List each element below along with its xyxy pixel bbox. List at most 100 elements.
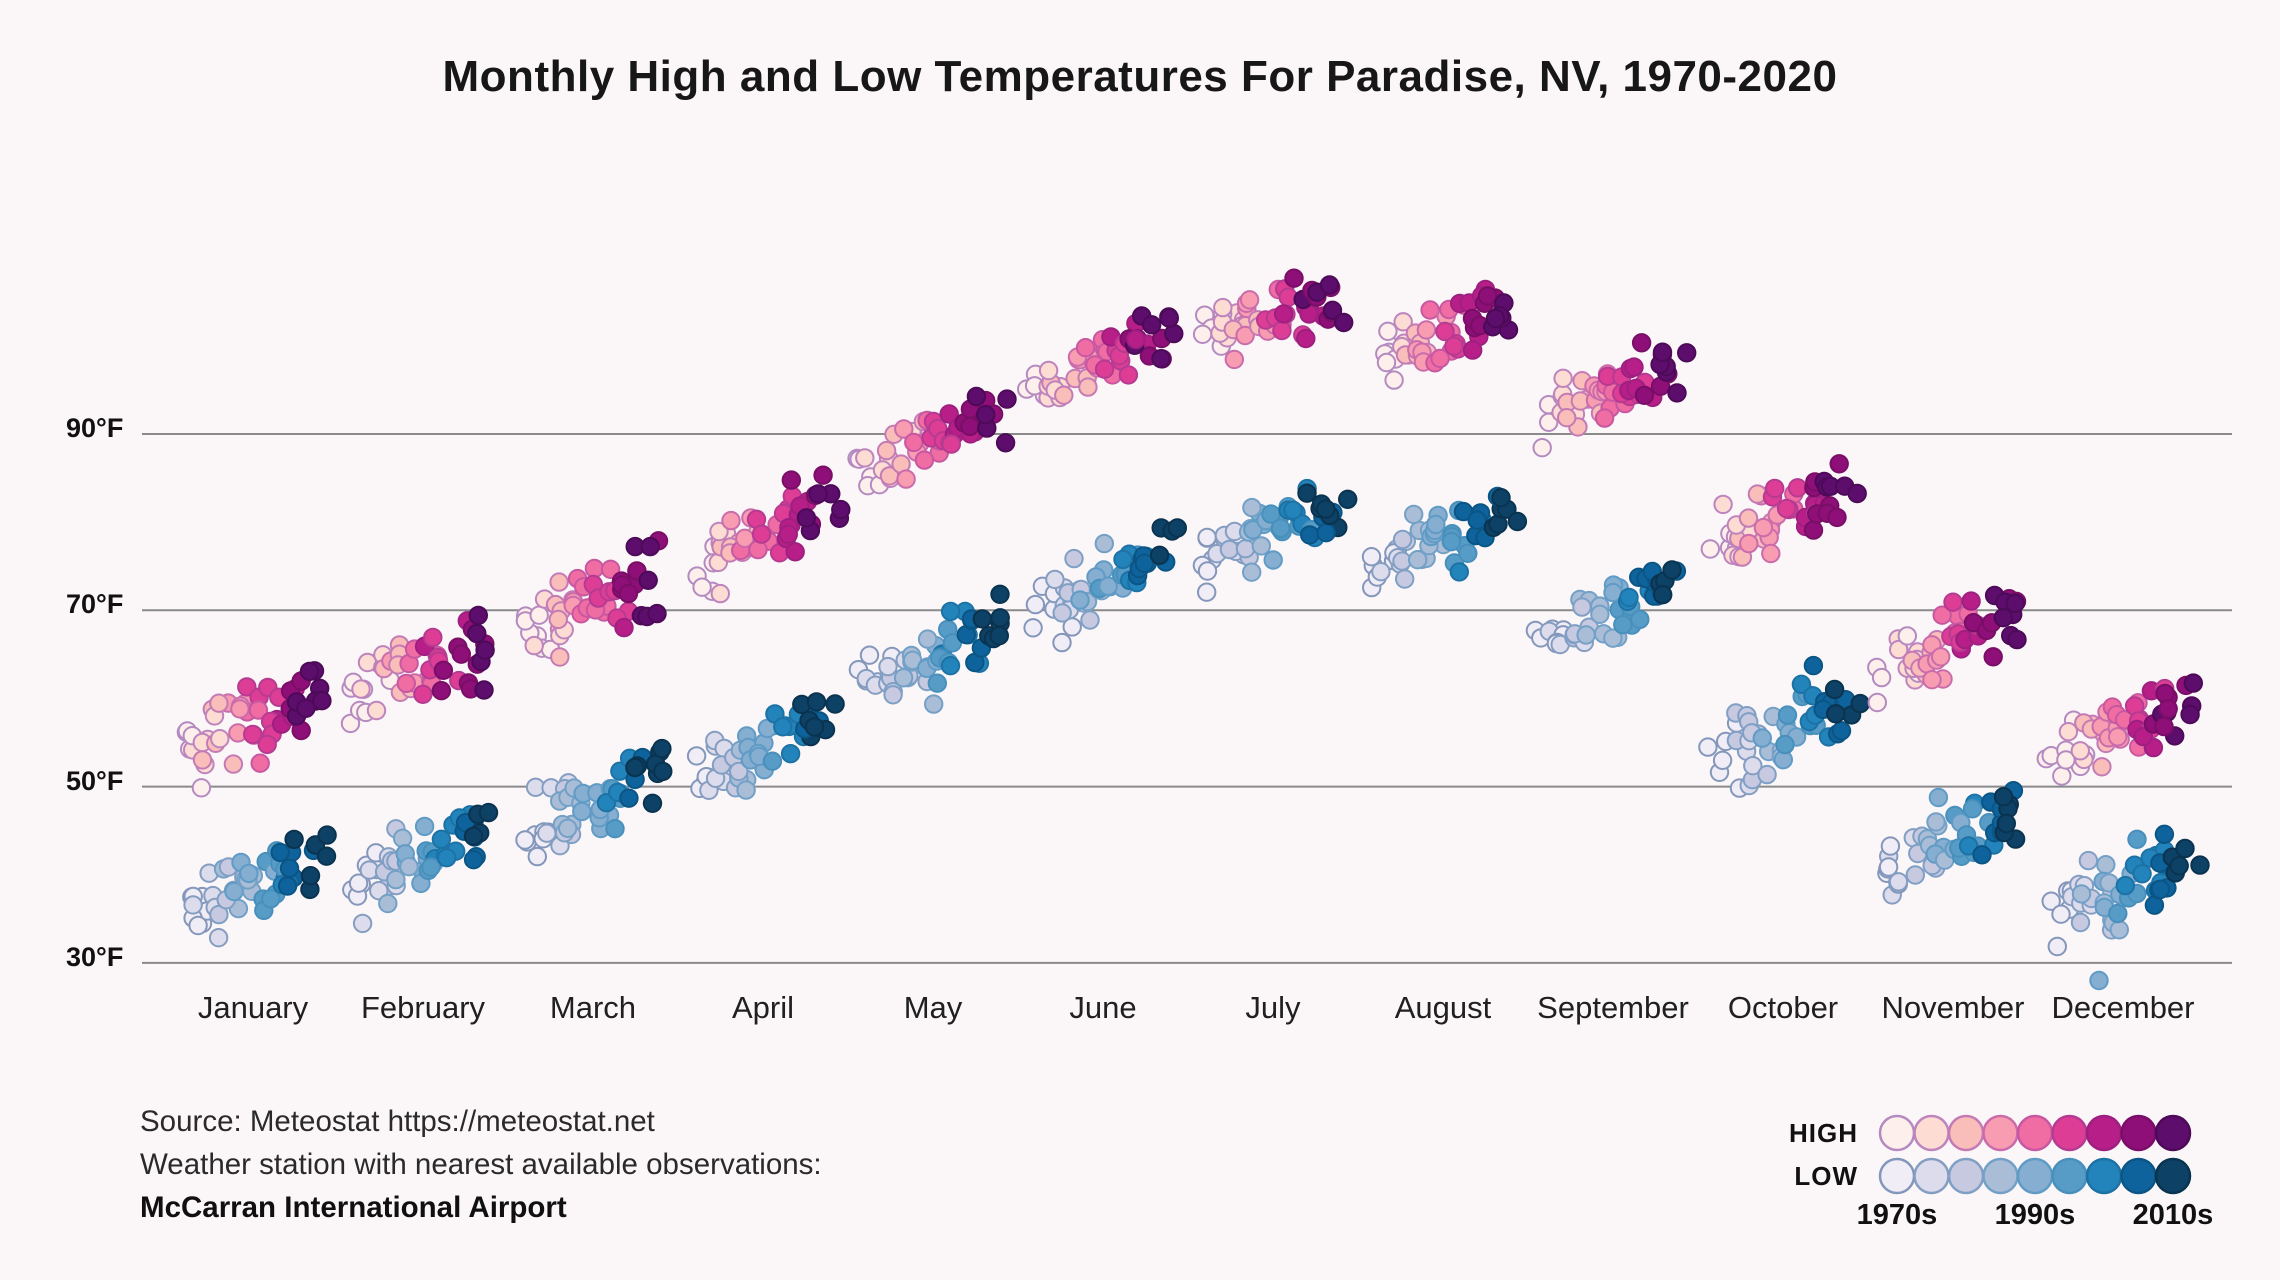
- data-point-low: [2096, 855, 2116, 875]
- data-point-high: [237, 677, 257, 697]
- data-point-high: [638, 570, 658, 590]
- data-point-low: [414, 816, 435, 837]
- legend-swatch-low: [2120, 1157, 2157, 1195]
- data-point-low: [1263, 550, 1283, 570]
- data-point-low: [1777, 705, 1798, 725]
- data-point-high: [433, 660, 454, 680]
- data-point-high: [1296, 328, 1316, 349]
- data-point-high: [876, 440, 897, 461]
- data-point-high: [423, 627, 443, 648]
- data-point-high: [451, 644, 471, 664]
- data-point-low: [762, 751, 783, 771]
- data-point-high: [524, 635, 544, 656]
- data-point-high: [2183, 673, 2204, 693]
- data-point-high: [1983, 647, 2003, 667]
- data-point-low: [1791, 674, 1812, 694]
- data-point-high: [1961, 591, 1981, 611]
- data-point-low: [1507, 511, 1528, 532]
- data-point-low: [917, 629, 938, 649]
- data-point-low: [2175, 838, 2195, 859]
- data-point-high: [1993, 608, 2014, 628]
- data-point-low: [317, 825, 337, 845]
- data-point-high: [896, 469, 916, 489]
- legend-decade-label: 1990s: [1994, 1199, 2076, 1231]
- data-point-high: [1384, 370, 1404, 390]
- data-point-low: [1243, 520, 1263, 540]
- data-point-high: [1871, 667, 1892, 688]
- data-point-high: [796, 508, 817, 528]
- data-point-low: [1098, 576, 1118, 596]
- data-point-low: [773, 717, 793, 737]
- data-point-high: [209, 693, 229, 713]
- data-point-low: [1052, 632, 1072, 653]
- data-point-low: [2154, 824, 2175, 844]
- data-point-low: [1905, 865, 1926, 885]
- data-point-high: [2007, 629, 2027, 650]
- data-point-high: [966, 386, 987, 407]
- data-point-high: [1416, 320, 1437, 340]
- data-point-low: [1025, 594, 1046, 615]
- data-point-high: [1700, 539, 1721, 559]
- data-point-high: [1444, 336, 1464, 356]
- data-point-low: [277, 876, 298, 896]
- data-point-low: [1392, 529, 1413, 550]
- data-point-low: [1167, 518, 1188, 538]
- data-point-low: [348, 873, 369, 893]
- data-point-high: [1094, 359, 1115, 379]
- legend-swatch-low: [1947, 1157, 1985, 1195]
- y-axis-tick-label: 50°F: [66, 765, 124, 796]
- data-point-low: [1113, 549, 1133, 570]
- data-point-low: [1235, 539, 1256, 559]
- x-axis-month-label: September: [1537, 990, 1689, 1025]
- data-point-high: [692, 577, 712, 597]
- data-point-high: [976, 405, 996, 425]
- data-point-high: [1485, 308, 1506, 329]
- x-axis-month-label: June: [1069, 990, 1137, 1025]
- data-point-high: [1420, 300, 1440, 320]
- data-point-high: [1126, 329, 1146, 350]
- data-point-low: [2108, 903, 2128, 924]
- data-point-high: [467, 623, 487, 644]
- data-point-low: [2109, 920, 2130, 940]
- data-point-low: [2078, 850, 2099, 871]
- legend-high-label: HIGH: [1789, 1118, 1858, 1148]
- data-point-high: [1867, 692, 1888, 713]
- data-point-high: [351, 679, 371, 699]
- data-point-high: [1557, 408, 1577, 428]
- data-point-low: [352, 913, 373, 934]
- data-point-low: [261, 889, 281, 909]
- data-point-high: [2070, 741, 2091, 761]
- data-point-low: [736, 780, 756, 800]
- data-point-low: [990, 608, 1010, 628]
- source-block: Source: Meteostat https://meteostat.net …: [140, 1100, 822, 1229]
- data-point-low: [878, 656, 898, 677]
- data-point-low: [1880, 836, 1901, 856]
- data-point-high: [312, 691, 332, 711]
- data-point-low: [2115, 875, 2136, 896]
- data-point-low: [183, 895, 203, 915]
- legend-swatch-high: [1982, 1114, 2019, 1152]
- y-axis-tick-label: 70°F: [66, 589, 124, 620]
- data-point-high: [710, 583, 730, 604]
- legend-swatch-high: [2051, 1114, 2088, 1152]
- data-point-high: [1235, 325, 1255, 346]
- data-point-low: [1371, 562, 1391, 582]
- data-point-low: [1698, 737, 1718, 757]
- data-point-low: [1149, 545, 1170, 565]
- data-point-high: [1078, 377, 1098, 397]
- data-point-low: [208, 928, 229, 948]
- data-point-low: [1242, 562, 1262, 582]
- data-point-low: [883, 685, 903, 705]
- data-point-high: [1943, 592, 1963, 612]
- legend-swatch-high: [1947, 1114, 1985, 1152]
- data-point-high: [475, 640, 495, 660]
- data-point-low: [478, 802, 499, 823]
- data-point-high: [1677, 343, 1697, 363]
- data-point-low: [605, 819, 625, 839]
- data-point-high: [1272, 320, 1292, 341]
- data-point-low: [806, 692, 827, 712]
- data-point-high: [1463, 340, 1483, 360]
- data-point-high: [1932, 605, 1952, 625]
- data-point-high: [549, 572, 569, 592]
- data-point-low: [527, 846, 547, 867]
